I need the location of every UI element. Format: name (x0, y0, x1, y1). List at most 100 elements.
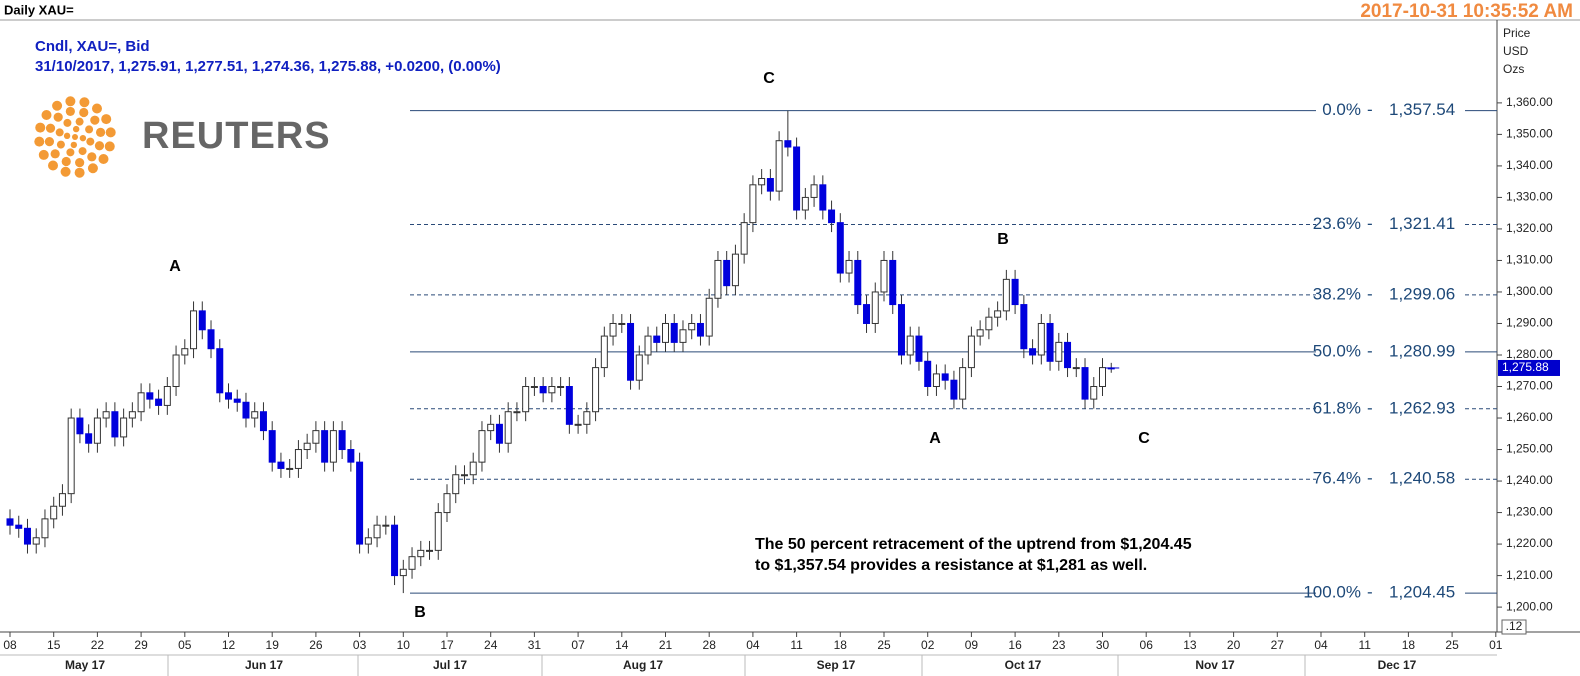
y-tick-label: 1,200.00 (1506, 599, 1553, 613)
logo-dot (63, 118, 72, 127)
x-tick-label: 23 (1052, 638, 1066, 652)
logo-dot (48, 160, 59, 171)
logo-dot (79, 107, 89, 118)
candle-body (487, 423, 495, 432)
candle-body (225, 392, 232, 400)
y-tick-label: 1,360.00 (1506, 95, 1553, 109)
candle-body (233, 398, 241, 403)
logo-dot (72, 125, 80, 133)
logo-dot (90, 115, 100, 125)
candle-body (1064, 341, 1072, 369)
fib-separator: - (1367, 469, 1373, 488)
candle-body (338, 430, 346, 451)
candle-body (915, 335, 923, 362)
x-tick-label: 11 (790, 638, 803, 652)
chart-title: Daily XAU= (4, 2, 74, 17)
candle-body (321, 430, 329, 463)
month-label: May 17 (65, 658, 105, 672)
logo-dot (105, 127, 116, 138)
candle-body (784, 140, 792, 148)
logo-dot (52, 100, 63, 111)
candle-body (391, 524, 399, 577)
logo-dot (66, 148, 75, 157)
candle-body (644, 335, 652, 356)
logo-dot (61, 156, 71, 167)
x-tick-label: 04 (1314, 638, 1328, 652)
x-tick-label: 11 (1358, 638, 1371, 652)
candle-body (1037, 322, 1045, 356)
candle-body (897, 304, 905, 356)
month-label: Jun 17 (245, 658, 283, 672)
logo-dot (53, 112, 63, 122)
candle-body (924, 360, 932, 388)
corner-box (1501, 619, 1527, 635)
candle-body (679, 329, 687, 343)
x-tick-label: 27 (1271, 638, 1285, 652)
candle-body (740, 222, 748, 255)
candle-body (592, 367, 600, 413)
logo-dot (86, 137, 95, 146)
candle-body (696, 322, 704, 337)
y-tick-label: 1,340.00 (1506, 158, 1553, 172)
y-tick-label: 1,300.00 (1506, 284, 1553, 298)
candle-body (627, 322, 635, 381)
logo-dot (104, 141, 115, 152)
x-tick-label: 20 (1227, 638, 1241, 652)
logo-dot (79, 134, 87, 142)
candle-body (15, 524, 23, 529)
x-tick-label: 05 (178, 638, 192, 652)
logo-dot (95, 127, 106, 137)
candle-body (443, 493, 451, 514)
candle-body (819, 184, 827, 211)
candle-body (198, 310, 206, 331)
candle-body (871, 291, 879, 324)
candle-body (828, 209, 836, 224)
y-tick-label: 1,210.00 (1506, 568, 1553, 582)
candle-body (688, 322, 696, 331)
logo-dot (91, 103, 102, 114)
candle-body (120, 417, 128, 438)
logo-dot (44, 137, 55, 147)
y-tick-label: 1,230.00 (1506, 505, 1553, 519)
logo-dot (41, 110, 52, 121)
candle-body (863, 304, 871, 324)
logo-dot (70, 141, 78, 149)
wave-label: C (763, 70, 775, 87)
candle-body (294, 449, 302, 469)
candle-body (1099, 367, 1106, 388)
candle-body (600, 335, 608, 369)
logo-dot (74, 167, 85, 178)
fib-value-label: 1,240.58 (1389, 469, 1455, 488)
fib-separator: - (1367, 583, 1373, 602)
y-tick-label: 1,330.00 (1506, 190, 1553, 204)
month-label: Oct 17 (1005, 658, 1042, 672)
y-axis-label: Price (1503, 26, 1531, 40)
candle-body (137, 392, 145, 413)
y-tick-label: 1,250.00 (1506, 442, 1553, 456)
candle-body (1081, 367, 1089, 400)
candle-body (356, 461, 364, 545)
x-tick-label: 17 (440, 638, 454, 652)
candle-body (32, 537, 40, 545)
x-tick-label: 02 (921, 638, 935, 652)
x-tick-label: 10 (397, 638, 411, 652)
x-tick-label: 13 (1183, 638, 1197, 652)
candle-body (574, 423, 582, 426)
fib-label: 38.2% (1313, 284, 1361, 303)
candle-body (976, 329, 984, 337)
candle-body (959, 367, 967, 400)
candle-body (836, 222, 844, 274)
fib-value-label: 1,321.41 (1389, 214, 1455, 233)
logo-dot (35, 122, 46, 133)
candle-body (1055, 341, 1063, 362)
fib-value-label: 1,299.06 (1389, 284, 1455, 303)
x-tick-label: 08 (3, 638, 17, 652)
candle-body (364, 537, 372, 545)
candle-body (557, 386, 565, 389)
candle-body (417, 549, 425, 558)
candle-body (93, 417, 101, 444)
logo-dot (50, 149, 60, 159)
candle-body (1011, 278, 1019, 306)
subtitle: Cndl, XAU=, Bid (35, 38, 150, 55)
candle-body (714, 259, 722, 299)
